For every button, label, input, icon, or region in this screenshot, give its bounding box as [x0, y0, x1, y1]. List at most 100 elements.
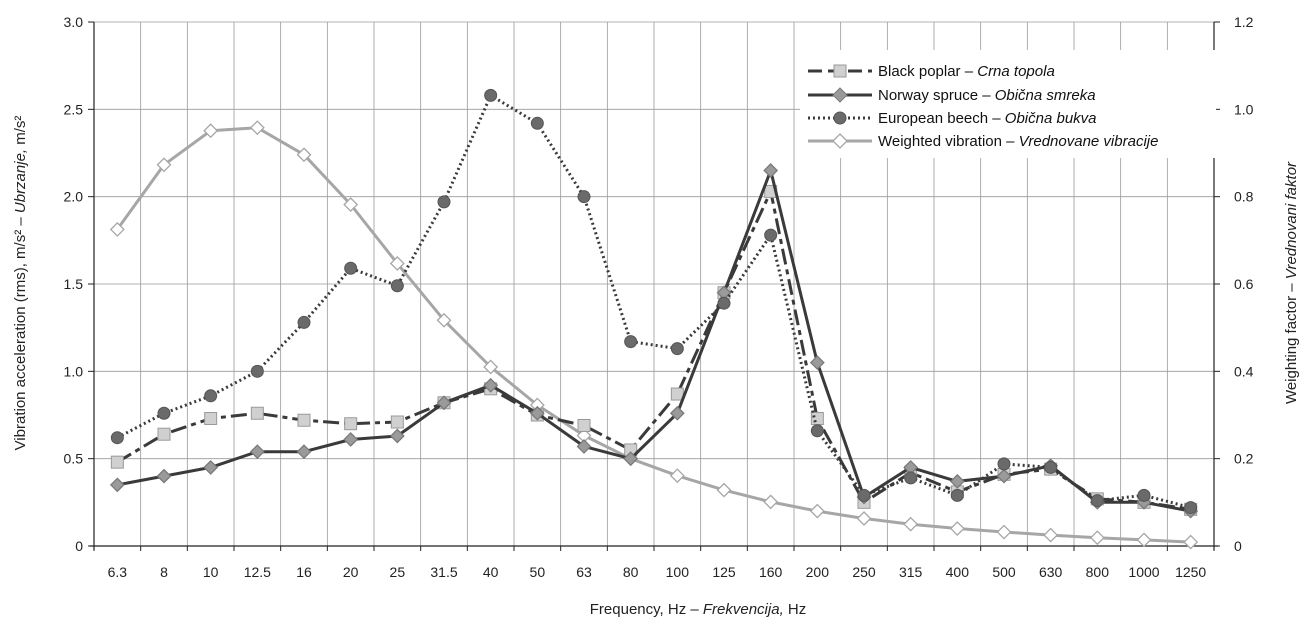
- y-tick-label: 1.5: [64, 276, 84, 292]
- data-point: [483, 359, 499, 375]
- data-point: [250, 364, 264, 378]
- x-tick-label: 125: [712, 564, 736, 580]
- data-point: [296, 147, 312, 163]
- data-point: [530, 116, 544, 130]
- data-point: [1184, 501, 1198, 515]
- data-point: [204, 389, 218, 403]
- x-tick-label: 315: [899, 564, 923, 580]
- data-point: [343, 197, 359, 212]
- x-tick-label: 63: [576, 564, 592, 580]
- series-line: [116, 93, 1192, 510]
- data-point: [949, 521, 965, 536]
- x-tick-label: 400: [946, 564, 970, 580]
- data-point: [904, 471, 918, 485]
- data-point: [857, 488, 871, 502]
- data-point: [344, 417, 358, 431]
- series-2: [110, 88, 1198, 515]
- x-tick-label: 500: [992, 564, 1016, 580]
- series-3: [109, 120, 1199, 550]
- data-point: [576, 439, 592, 454]
- data-point: [156, 157, 172, 173]
- data-point: [1044, 460, 1058, 474]
- legend-item-black-poplar: Black poplar – Crna topola: [808, 63, 1055, 80]
- x-tick-label: 50: [530, 564, 546, 580]
- y-tick-label: 0.5: [64, 451, 84, 467]
- x-tick-label: 8: [160, 564, 168, 580]
- legend-marker-weighted-vibration: [832, 133, 848, 149]
- data-point: [156, 468, 172, 484]
- data-point: [109, 477, 125, 493]
- data-point: [203, 459, 219, 475]
- data-point: [437, 195, 451, 209]
- data-point: [810, 411, 824, 425]
- data-point: [157, 406, 171, 420]
- y2-axis-title: Weighting factor – Vrednovani faktor: [1283, 161, 1300, 404]
- y-tick-label: 3.0: [64, 14, 84, 30]
- legend-item-european-beech: European beech – Obična bukva: [808, 110, 1097, 127]
- data-point: [389, 256, 405, 271]
- data-point: [203, 123, 219, 139]
- legend-label-european-beech: European beech – Obična bukva: [878, 110, 1097, 127]
- data-point: [1137, 488, 1151, 502]
- data-point: [577, 418, 591, 432]
- legend-marker-black-poplar: [833, 64, 847, 78]
- data-point: [250, 406, 264, 420]
- x-tick-label: 800: [1086, 564, 1110, 580]
- data-point: [623, 451, 639, 467]
- x-tick-label: 10: [203, 564, 219, 580]
- y2-tick-label: 0: [1234, 538, 1242, 554]
- data-point: [1136, 532, 1152, 548]
- data-point: [109, 221, 125, 237]
- x-axis-title: Frequency, Hz – Frekvencija, Hz: [590, 601, 806, 618]
- y-tick-label: 0: [75, 538, 83, 554]
- x-tick-label: 250: [852, 564, 876, 580]
- legend: Black poplar – Crna topola Norway spruce…: [800, 50, 1216, 158]
- data-point: [903, 516, 919, 532]
- data-point: [297, 413, 311, 427]
- series-line: [116, 189, 1191, 511]
- data-point: [577, 190, 591, 204]
- tick-labels: 0 0.5 1.0 1.5 2.0 2.5 3.0 0 0.2 0.4 0.6 0.8 1.0 1.2 6.…: [64, 14, 1254, 580]
- data-point: [296, 444, 312, 460]
- series-line: [116, 126, 1191, 544]
- x-tick-label: 630: [1039, 564, 1063, 580]
- data-point: [249, 444, 265, 460]
- legend-marker-norway-spruce: [832, 87, 848, 103]
- data-point: [716, 482, 732, 498]
- data-point: [204, 411, 218, 425]
- y2-tick-label: 0.4: [1234, 363, 1254, 379]
- data-point: [110, 431, 124, 445]
- data-point: [1090, 494, 1104, 508]
- legend-label-black-poplar: Black poplar – Crna topola: [878, 63, 1055, 80]
- data-point: [996, 524, 1012, 540]
- data-point: [950, 488, 964, 502]
- x-tick-label: 80: [623, 564, 639, 580]
- y2-tick-label: 0.8: [1234, 189, 1254, 205]
- data-point: [670, 342, 684, 356]
- y-axis-title: Vibration acceleration (rms), m/s² – Ubr…: [12, 116, 29, 451]
- data-point: [110, 455, 124, 469]
- data-point: [390, 279, 404, 293]
- legend-label-norway-spruce: Norway spruce – Obična smreka: [878, 87, 1096, 104]
- x-tick-label: 100: [666, 564, 690, 580]
- legend-label-weighted-vibration: Weighted vibration – Vrednovane vibracij…: [878, 133, 1158, 150]
- data-point: [669, 468, 685, 484]
- data-point: [997, 457, 1011, 471]
- data-point: [436, 312, 452, 328]
- x-tick-label: 1000: [1128, 564, 1159, 580]
- data-point: [996, 468, 1012, 484]
- data-point: [763, 163, 779, 178]
- data-point: [809, 503, 825, 519]
- data-point: [856, 511, 872, 526]
- x-tick-label: 31.5: [430, 564, 457, 580]
- data-point: [436, 395, 452, 411]
- data-point: [344, 261, 358, 275]
- data-point: [810, 424, 824, 438]
- legend-marker-european-beech: [833, 111, 847, 125]
- series-group: [109, 88, 1199, 550]
- x-tick-label: 40: [483, 564, 499, 580]
- data-point: [809, 355, 825, 371]
- x-tick-label: 200: [806, 564, 830, 580]
- data-point: [390, 415, 404, 429]
